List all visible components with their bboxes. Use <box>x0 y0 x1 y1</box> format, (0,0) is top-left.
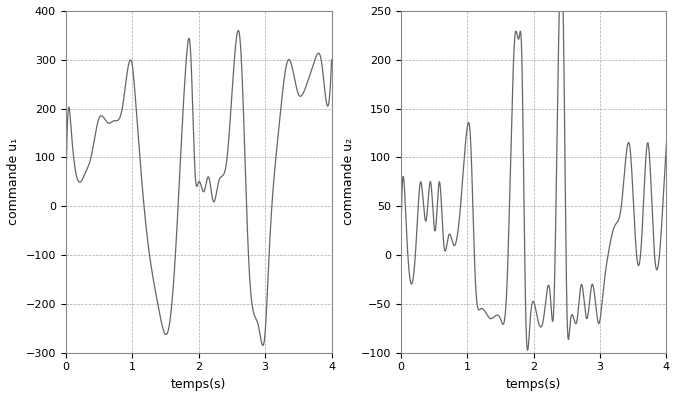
Y-axis label: commande u₁: commande u₁ <box>7 138 20 225</box>
Y-axis label: commande u₂: commande u₂ <box>342 138 355 225</box>
X-axis label: temps(s): temps(s) <box>171 378 226 391</box>
X-axis label: temps(s): temps(s) <box>506 378 561 391</box>
